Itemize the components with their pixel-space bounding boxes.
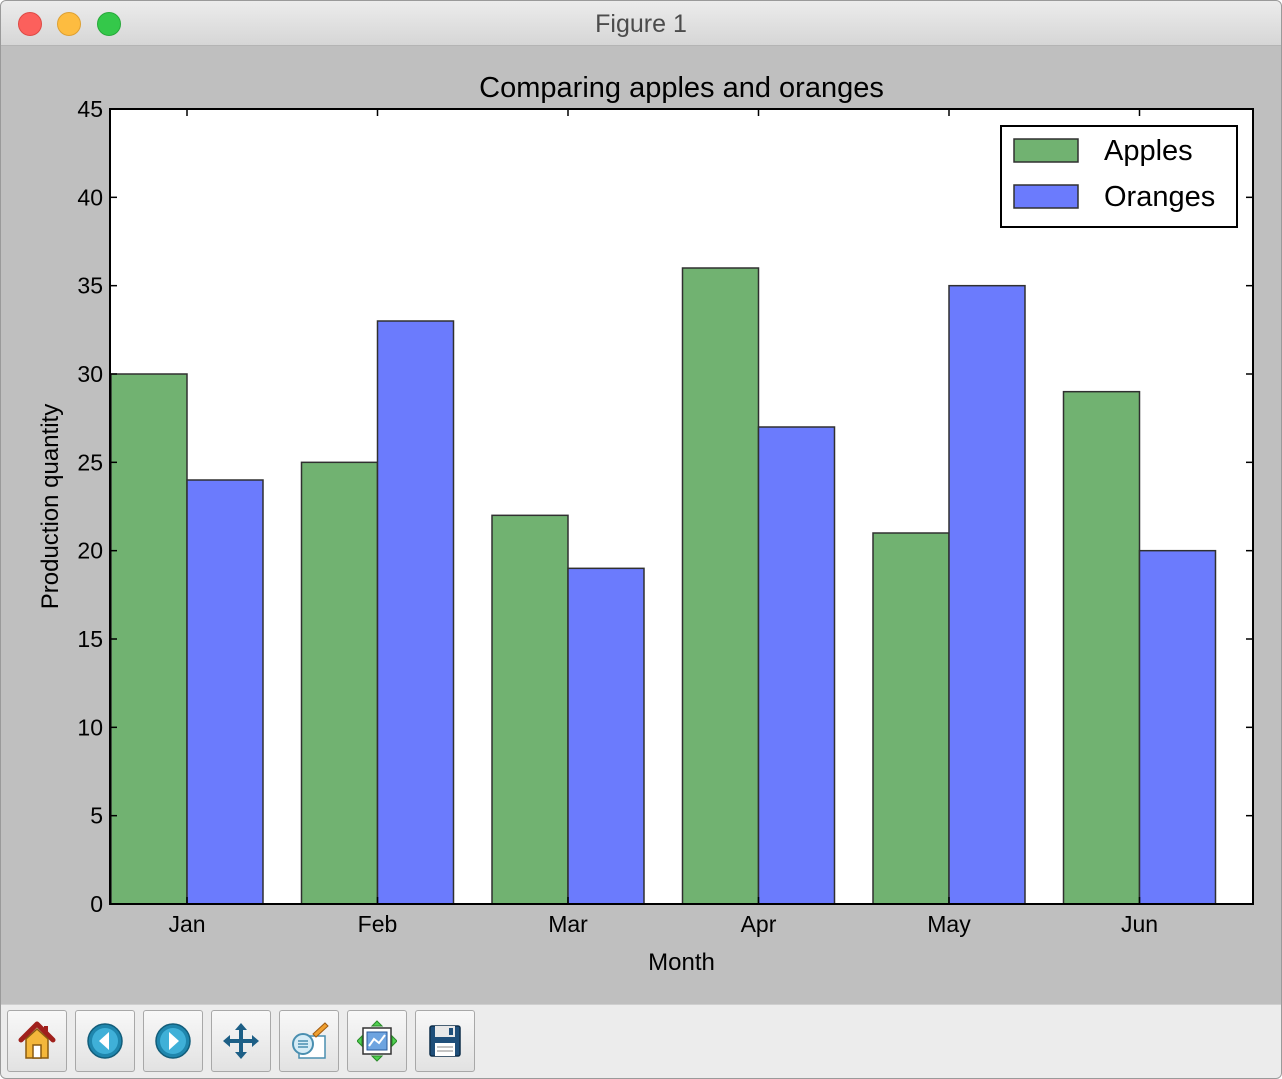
back-button[interactable] [75,1010,135,1072]
y-axis-label: Production quantity [37,404,64,609]
x-axis-label: Month [648,949,715,976]
x-tick-label: Mar [548,911,588,937]
minimize-window-button[interactable] [57,12,81,36]
bar-oranges-apr [757,426,836,905]
x-tick-label: Jan [168,911,205,937]
bar-oranges-jun [1138,549,1217,905]
y-tick-label: 0 [90,891,103,917]
bar-apples-jun [1062,390,1141,905]
bar-apples-may [872,532,950,905]
save-button[interactable] [415,1010,475,1072]
y-tick-label: 40 [77,184,103,210]
axes-frame [109,108,1254,905]
bar-oranges-may [948,284,1026,905]
bar-apples-jan [110,373,188,905]
navigation-toolbar [1,1004,1281,1078]
y-tick-label: 25 [77,449,103,475]
zoom-window-button[interactable] [97,12,121,36]
legend-swatch-oranges [1013,184,1079,209]
y-tick-label: 35 [77,273,103,299]
zoom-to-rectangle-icon [292,1022,329,1059]
save-disk-icon [429,1025,461,1057]
chart-title: Comparing apples and oranges [479,72,884,104]
bar-apples-mar [491,514,569,905]
y-tick-label: 45 [77,96,103,122]
y-tick-label: 10 [77,714,103,740]
bar-apples-feb [300,461,379,905]
legend-swatch-apples [1013,138,1079,163]
home-icon [18,1021,56,1059]
bar-oranges-jan [186,479,264,905]
legend-label-oranges: Oranges [1104,181,1215,213]
bar-chart: 0 5 10 15 20 25 30 35 40 45 Jan Feb Mar Apr May Jun Comp… [37,72,1254,976]
forward-button[interactable] [143,1010,203,1072]
x-tick-label: Jun [1121,911,1158,937]
y-tick-label: 5 [90,803,103,829]
x-tick-label: Feb [358,911,398,937]
legend-label-apples: Apples [1104,135,1193,167]
bar-apples-apr [681,267,760,905]
x-tick-label: Apr [741,911,777,937]
y-tick-label: 30 [77,361,103,387]
x-tick-label: May [927,911,971,937]
subplots-button[interactable] [347,1010,407,1072]
bar-oranges-mar [567,567,645,905]
y-tick-label: 20 [77,538,103,564]
configure-subplots-icon [357,1020,397,1062]
forward-arrow-icon [155,1023,191,1059]
y-tick-label: 15 [77,626,103,652]
pan-move-icon [223,1023,259,1059]
bar-oranges-feb [376,320,455,905]
figure-canvas: 0 5 10 15 20 25 30 35 40 45 Jan Feb Mar Apr May Jun Comp… [1,46,1281,1004]
back-arrow-icon [87,1023,123,1059]
plot-area [110,109,1253,904]
title-bar[interactable]: Figure 1 [1,1,1281,46]
zoom-rect-button[interactable] [279,1010,339,1072]
window-title: Figure 1 [595,10,687,38]
home-button[interactable] [7,1010,67,1072]
pan-button[interactable] [211,1010,271,1072]
close-window-button[interactable] [18,12,42,36]
